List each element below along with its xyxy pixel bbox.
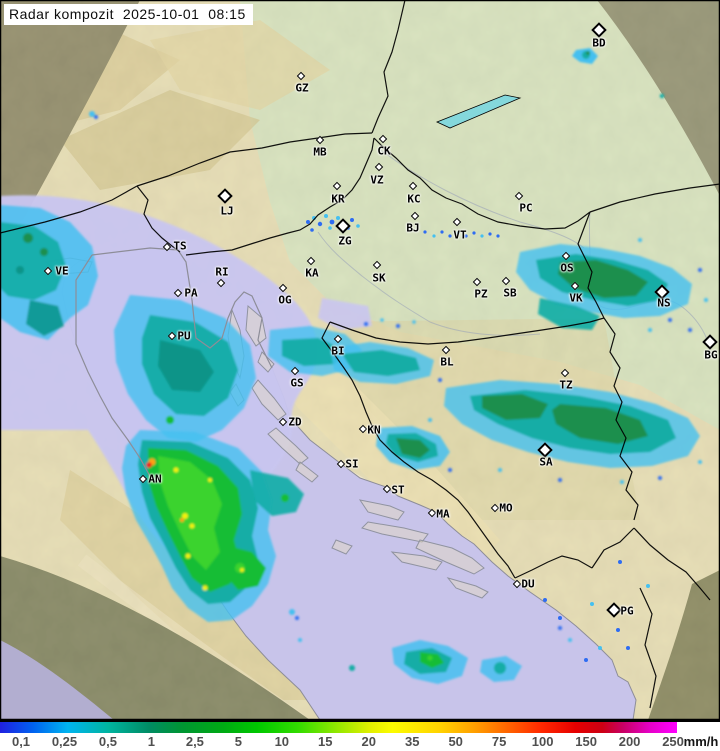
legend-tick-200: 200 bbox=[618, 734, 641, 749]
legend-tick-0_5: 0,5 bbox=[98, 734, 117, 749]
legend-tick-2_5: 2,5 bbox=[185, 734, 204, 749]
map-title: Radar kompozit 2025-10-01 08:15 bbox=[4, 4, 253, 25]
southeast-speckles bbox=[543, 560, 650, 662]
borders bbox=[0, 0, 720, 709]
legend-tick-15: 15 bbox=[318, 734, 333, 749]
radar-map: BD GZ MB CK VZ KR KC PC LJ BJ VT ZG TS VE OS RI KA SK PA OG… bbox=[0, 0, 720, 720]
legend-gradient-bar bbox=[0, 722, 677, 733]
legend-tick-20: 20 bbox=[361, 734, 376, 749]
legend-tick-5: 5 bbox=[234, 734, 242, 749]
radar-map-graphic bbox=[0, 0, 720, 720]
lake-balaton bbox=[435, 94, 522, 129]
legend-tick-1: 1 bbox=[147, 734, 156, 749]
legend-tick-100: 100 bbox=[531, 734, 554, 749]
legend-tick-50: 50 bbox=[448, 734, 463, 749]
legend-tick-35: 35 bbox=[404, 734, 420, 749]
legend-tick-250: 250 bbox=[662, 734, 684, 749]
legend-tick-150: 150 bbox=[575, 734, 597, 749]
legend-tick-0_25: 0,25 bbox=[51, 734, 78, 749]
legend-labels: 0,1 0,25 0,5 1 2,5 5 10 15 20 35 50 75 100 150 200 250 m… bbox=[0, 733, 720, 751]
legend-separator bbox=[0, 720, 720, 722]
legend-tick-10: 10 bbox=[274, 734, 290, 749]
legend: 0,1 0,25 0,5 1 2,5 5 10 15 20 35 50 75 100 150 200 250 m… bbox=[0, 720, 720, 751]
legend-tick-75: 75 bbox=[491, 734, 507, 749]
legend-unit: mm/h bbox=[683, 734, 719, 749]
sea-tyrrhenian bbox=[0, 640, 114, 720]
legend-tick-0_1: 0,1 bbox=[11, 734, 31, 749]
coastlines bbox=[75, 247, 273, 481]
